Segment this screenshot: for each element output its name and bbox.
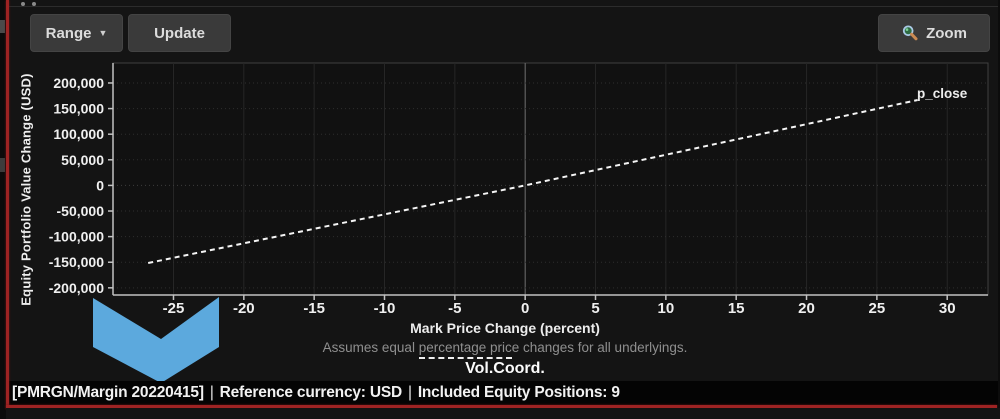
svg-text:-5: -5: [448, 300, 461, 317]
svg-text:-100,000: -100,000: [49, 229, 104, 245]
svg-text:-50,000: -50,000: [57, 203, 105, 219]
magnifier-icon: [901, 24, 919, 42]
legend-dash-line: [419, 357, 512, 359]
screen-edge-strip: [0, 0, 6, 419]
status-included-positions: Included Equity Positions: 9: [417, 384, 620, 401]
svg-text:25: 25: [869, 300, 886, 317]
zoom-button-label: Zoom: [926, 24, 967, 42]
y-axis-title: Equity Portfolio Value Change (USD): [18, 73, 34, 306]
svg-text:50,000: 50,000: [61, 152, 104, 168]
range-button[interactable]: Range ▼: [30, 14, 123, 52]
svg-text:-25: -25: [163, 300, 185, 317]
svg-text:200,000: 200,000: [53, 75, 104, 91]
edge-fragment: [0, 158, 5, 172]
update-button[interactable]: Update: [128, 14, 231, 52]
status-reference-currency: Reference currency: USD: [219, 384, 403, 401]
status-separator: |: [209, 384, 214, 401]
svg-text:20: 20: [798, 300, 815, 317]
svg-text:5: 5: [591, 300, 599, 317]
status-separator: |: [407, 384, 412, 401]
svg-text:-200,000: -200,000: [49, 280, 104, 296]
svg-text:0: 0: [96, 177, 104, 193]
x-axis-title: Mark Price Change (percent): [410, 320, 600, 336]
vol-coord-label: Vol.Coord.: [465, 360, 545, 377]
update-button-label: Update: [154, 24, 205, 42]
caret-down-icon: ▼: [98, 27, 108, 38]
svg-text:-20: -20: [233, 300, 255, 317]
status-bar: [PMRGN/Margin 20220415] | Reference curr…: [9, 381, 998, 405]
svg-text:-15: -15: [303, 300, 325, 317]
svg-text:150,000: 150,000: [53, 101, 104, 117]
svg-text:15: 15: [728, 300, 745, 317]
range-button-label: Range: [45, 24, 92, 42]
bottom-edge-strip: [6, 408, 1000, 419]
svg-text:-10: -10: [374, 300, 396, 317]
grip-dot: [21, 2, 25, 6]
svg-text:30: 30: [939, 300, 956, 317]
series-label-p-close: p_close: [917, 86, 968, 101]
edge-fragment: [0, 20, 5, 33]
red-border-bottom: [6, 405, 997, 408]
status-margin-mode: [PMRGN/Margin 20220415]: [12, 384, 204, 401]
assumption-note: Assumes equal percentage price changes f…: [322, 340, 688, 355]
red-border-left: [6, 0, 9, 409]
svg-text:100,000: 100,000: [53, 126, 104, 142]
grip-dot: [32, 2, 36, 6]
svg-text:-150,000: -150,000: [49, 254, 104, 270]
svg-text:0: 0: [521, 300, 529, 317]
zoom-button[interactable]: Zoom: [878, 14, 990, 52]
top-divider: [9, 6, 998, 7]
svg-text:10: 10: [658, 300, 675, 317]
